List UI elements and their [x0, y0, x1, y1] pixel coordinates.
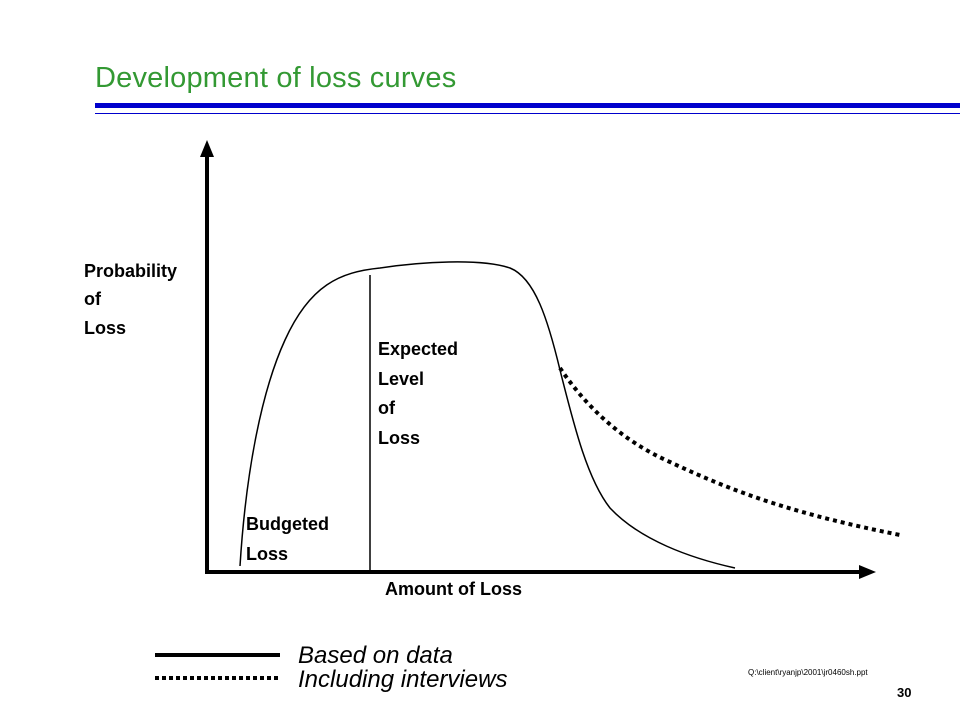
y-axis-label-line-2: of: [84, 289, 102, 309]
expected-label-line-4: Loss: [378, 428, 420, 448]
loss-curve-solid: [239, 261, 736, 569]
budgeted-label-line-2: Loss: [246, 544, 288, 564]
expected-label-line-2: Level: [378, 369, 424, 389]
y-axis-label-line-3: Loss: [84, 318, 126, 338]
y-axis-arrow-icon: [200, 140, 214, 157]
x-axis-label: Amount of Loss: [385, 579, 522, 599]
legend-solid-label: Based on data: [298, 642, 453, 669]
budgeted-label-line-1: Budgeted: [246, 514, 329, 534]
expected-label-line-1: Expected: [378, 339, 458, 359]
expected-label-line-3: of: [378, 398, 396, 418]
legend-dotted-label: Including interviews: [298, 666, 507, 693]
page-number: 30: [897, 685, 911, 700]
file-path: Q:\client\ryanjp\2001\jr0460sh.ppt: [748, 668, 868, 677]
title-rule-thick: [95, 103, 960, 108]
x-axis-arrow-icon: [859, 565, 876, 579]
title-rule-thin: [95, 113, 960, 114]
y-axis-label-line-1: Probability: [84, 261, 177, 281]
slide-title: Development of loss curves: [95, 62, 457, 94]
loss-curve-dotted: [558, 366, 901, 537]
